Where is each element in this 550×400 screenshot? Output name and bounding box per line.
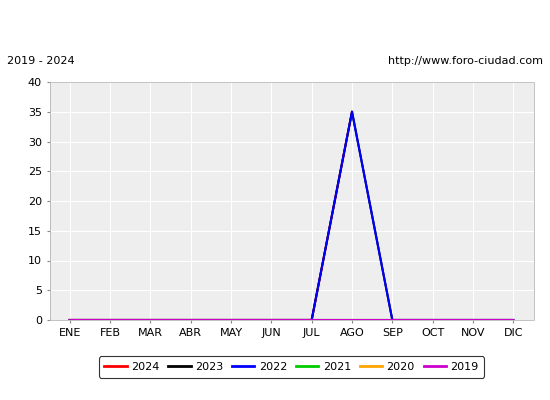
Legend: 2024, 2023, 2022, 2021, 2020, 2019: 2024, 2023, 2022, 2021, 2020, 2019 bbox=[99, 356, 484, 378]
Text: http://www.foro-ciudad.com: http://www.foro-ciudad.com bbox=[388, 56, 543, 66]
Text: 2019 - 2024: 2019 - 2024 bbox=[7, 56, 74, 66]
Text: Evolucion Nº Turistas Extranjeros en el municipio de Barjas: Evolucion Nº Turistas Extranjeros en el … bbox=[70, 15, 480, 29]
